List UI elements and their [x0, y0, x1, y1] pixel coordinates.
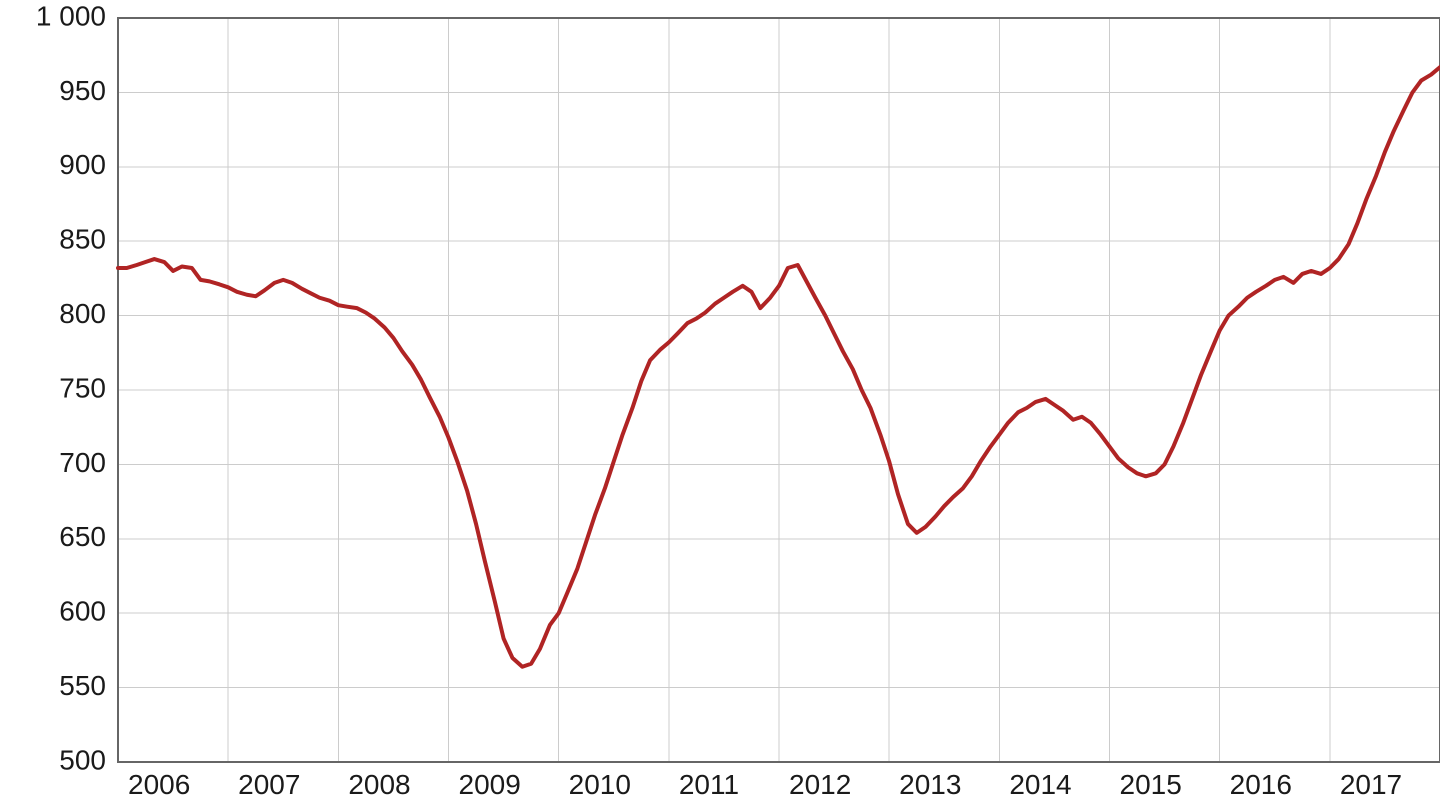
y-tick-label: 650	[59, 521, 106, 552]
x-tick-label: 2012	[789, 769, 851, 800]
x-axis-labels: 2006 2007 2008 2009 2010 2011 2012 2013 2014 2015…	[128, 769, 1402, 800]
y-tick-label: 750	[59, 372, 106, 403]
y-tick-label: 600	[59, 596, 106, 627]
y-tick-label: 1 000	[36, 0, 106, 31]
x-tick-label: 2007	[238, 769, 300, 800]
line-chart: 500 550 600 650 700 750 800 850 900 950 1 000 2006…	[0, 0, 1440, 810]
y-tick-label: 700	[59, 447, 106, 478]
x-tick-label: 2009	[459, 769, 521, 800]
x-tick-label: 2014	[1009, 769, 1071, 800]
y-tick-label: 500	[59, 744, 106, 775]
x-tick-label: 2011	[679, 769, 739, 800]
y-tick-label: 550	[59, 670, 106, 701]
y-tick-label: 850	[59, 224, 106, 255]
y-tick-label: 950	[59, 75, 106, 106]
y-tick-label: 900	[59, 149, 106, 180]
y-tick-label: 800	[59, 298, 106, 329]
x-tick-label: 2013	[899, 769, 961, 800]
x-tick-label: 2017	[1340, 769, 1402, 800]
x-tick-label: 2006	[128, 769, 190, 800]
x-tick-label: 2010	[569, 769, 631, 800]
y-axis-labels: 500 550 600 650 700 750 800 850 900 950 1 000	[36, 0, 106, 775]
x-tick-label: 2015	[1120, 769, 1182, 800]
x-tick-label: 2016	[1230, 769, 1292, 800]
x-tick-label: 2008	[348, 769, 410, 800]
chart-svg: 500 550 600 650 700 750 800 850 900 950 1 000 2006…	[0, 0, 1440, 810]
